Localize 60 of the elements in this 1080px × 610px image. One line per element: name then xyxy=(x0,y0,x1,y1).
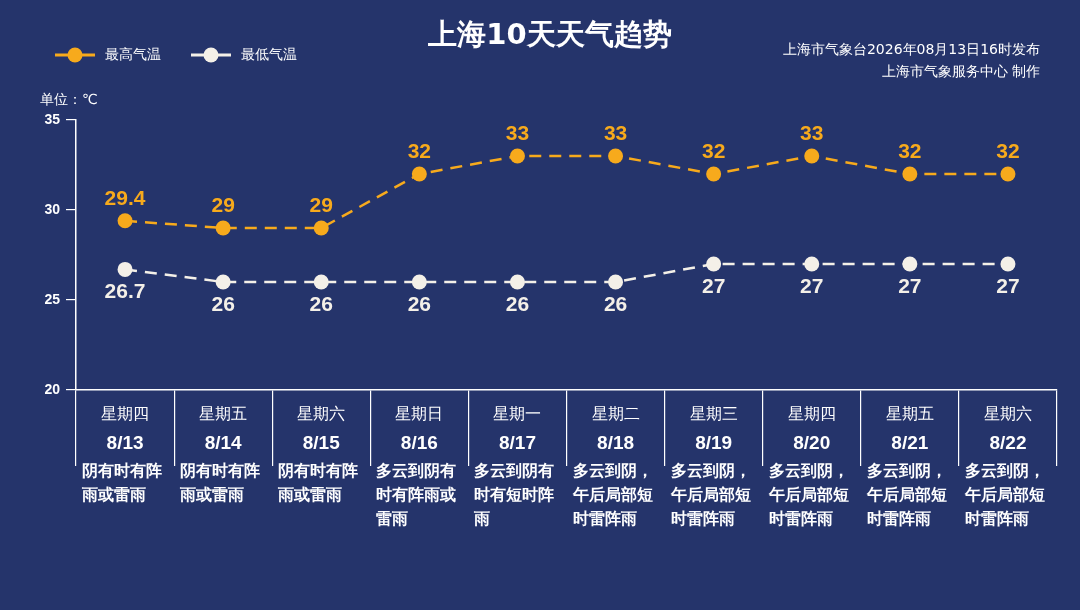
data-label: 26 xyxy=(603,291,628,315)
point xyxy=(117,213,133,229)
data-label: 33 xyxy=(505,120,530,144)
text: 上海市气象台2026年08月13日16时发布 xyxy=(782,40,1040,57)
point xyxy=(608,148,624,164)
point xyxy=(313,274,329,290)
y-axis-title: 单位：℃ xyxy=(40,90,98,107)
legend-label: 最高气温 xyxy=(105,45,161,62)
point xyxy=(706,166,722,182)
point xyxy=(509,148,525,164)
data-label: 27 xyxy=(701,273,726,297)
data-label: 32 xyxy=(701,138,726,162)
data-label: 27 xyxy=(898,273,922,297)
x-tick-label: 星期六 8/22 多云到阴，午后局部短时雷阵雨 xyxy=(963,404,1045,529)
point xyxy=(411,274,427,290)
point xyxy=(902,166,918,182)
x-tick-label: 星期五 8/21 多云到阴，午后局部短时雷阵雨 xyxy=(865,404,947,529)
data-label: 27 xyxy=(996,273,1020,297)
y-tick-label: 30 xyxy=(44,200,61,217)
x-tick-label: 星期一 8/17 多云到阴有时有短时阵雨 xyxy=(473,404,555,529)
data-label: 26 xyxy=(309,291,333,315)
chart-title: 上海10天天气趋势 xyxy=(427,16,672,51)
point xyxy=(215,274,231,290)
data-label: 33 xyxy=(800,120,824,144)
point xyxy=(804,256,820,272)
data-label: 26 xyxy=(211,291,235,315)
data-label: 33 xyxy=(603,120,628,144)
point xyxy=(1000,256,1016,272)
data-label: 29 xyxy=(309,192,333,216)
x-tick-label: 星期四 8/20 多云到阴，午后局部短时雷阵雨 xyxy=(767,404,849,529)
legend-label: 最低气温 xyxy=(241,45,297,62)
data-label: 29 xyxy=(211,192,235,216)
data-label: 26.7 xyxy=(104,279,146,303)
x-tick-label: 星期三 8/19 多云到阴，午后局部短时雷阵雨 xyxy=(669,404,751,529)
text: 上海市气象服务中心 制作 xyxy=(881,62,1040,79)
x-tick-label: 星期日 8/16 多云到阴有时有阵雨或雷雨 xyxy=(376,404,457,529)
data-label: 32 xyxy=(407,138,432,162)
x-tick-label: 星期二 8/18 多云到阴，午后局部短时雷阵雨 xyxy=(571,404,653,529)
data-label: 32 xyxy=(996,138,1020,162)
data-label: 26 xyxy=(407,291,432,315)
point xyxy=(411,166,427,182)
point xyxy=(509,274,525,290)
point xyxy=(215,220,231,236)
point xyxy=(1000,166,1016,182)
data-label: 27 xyxy=(800,273,824,297)
point xyxy=(313,220,329,236)
y-tick-label: 25 xyxy=(44,290,61,307)
x-tick-label: 星期六 8/15 阴有时有阵雨或雷雨 xyxy=(277,404,359,505)
point xyxy=(902,256,918,272)
data-label: 26 xyxy=(505,291,530,315)
x-tick-label: 星期五 8/14 阴有时有阵雨或雷雨 xyxy=(179,404,261,505)
point xyxy=(117,261,133,277)
point xyxy=(706,256,722,272)
data-label: 29.4 xyxy=(104,185,146,209)
point xyxy=(608,274,624,290)
y-tick-label: 20 xyxy=(44,380,61,397)
y-tick-label: 35 xyxy=(44,110,61,127)
x-tick-label: 星期四 8/13 阴有时有阵雨或雷雨 xyxy=(81,404,162,505)
point xyxy=(804,148,820,164)
data-label: 32 xyxy=(898,138,922,162)
